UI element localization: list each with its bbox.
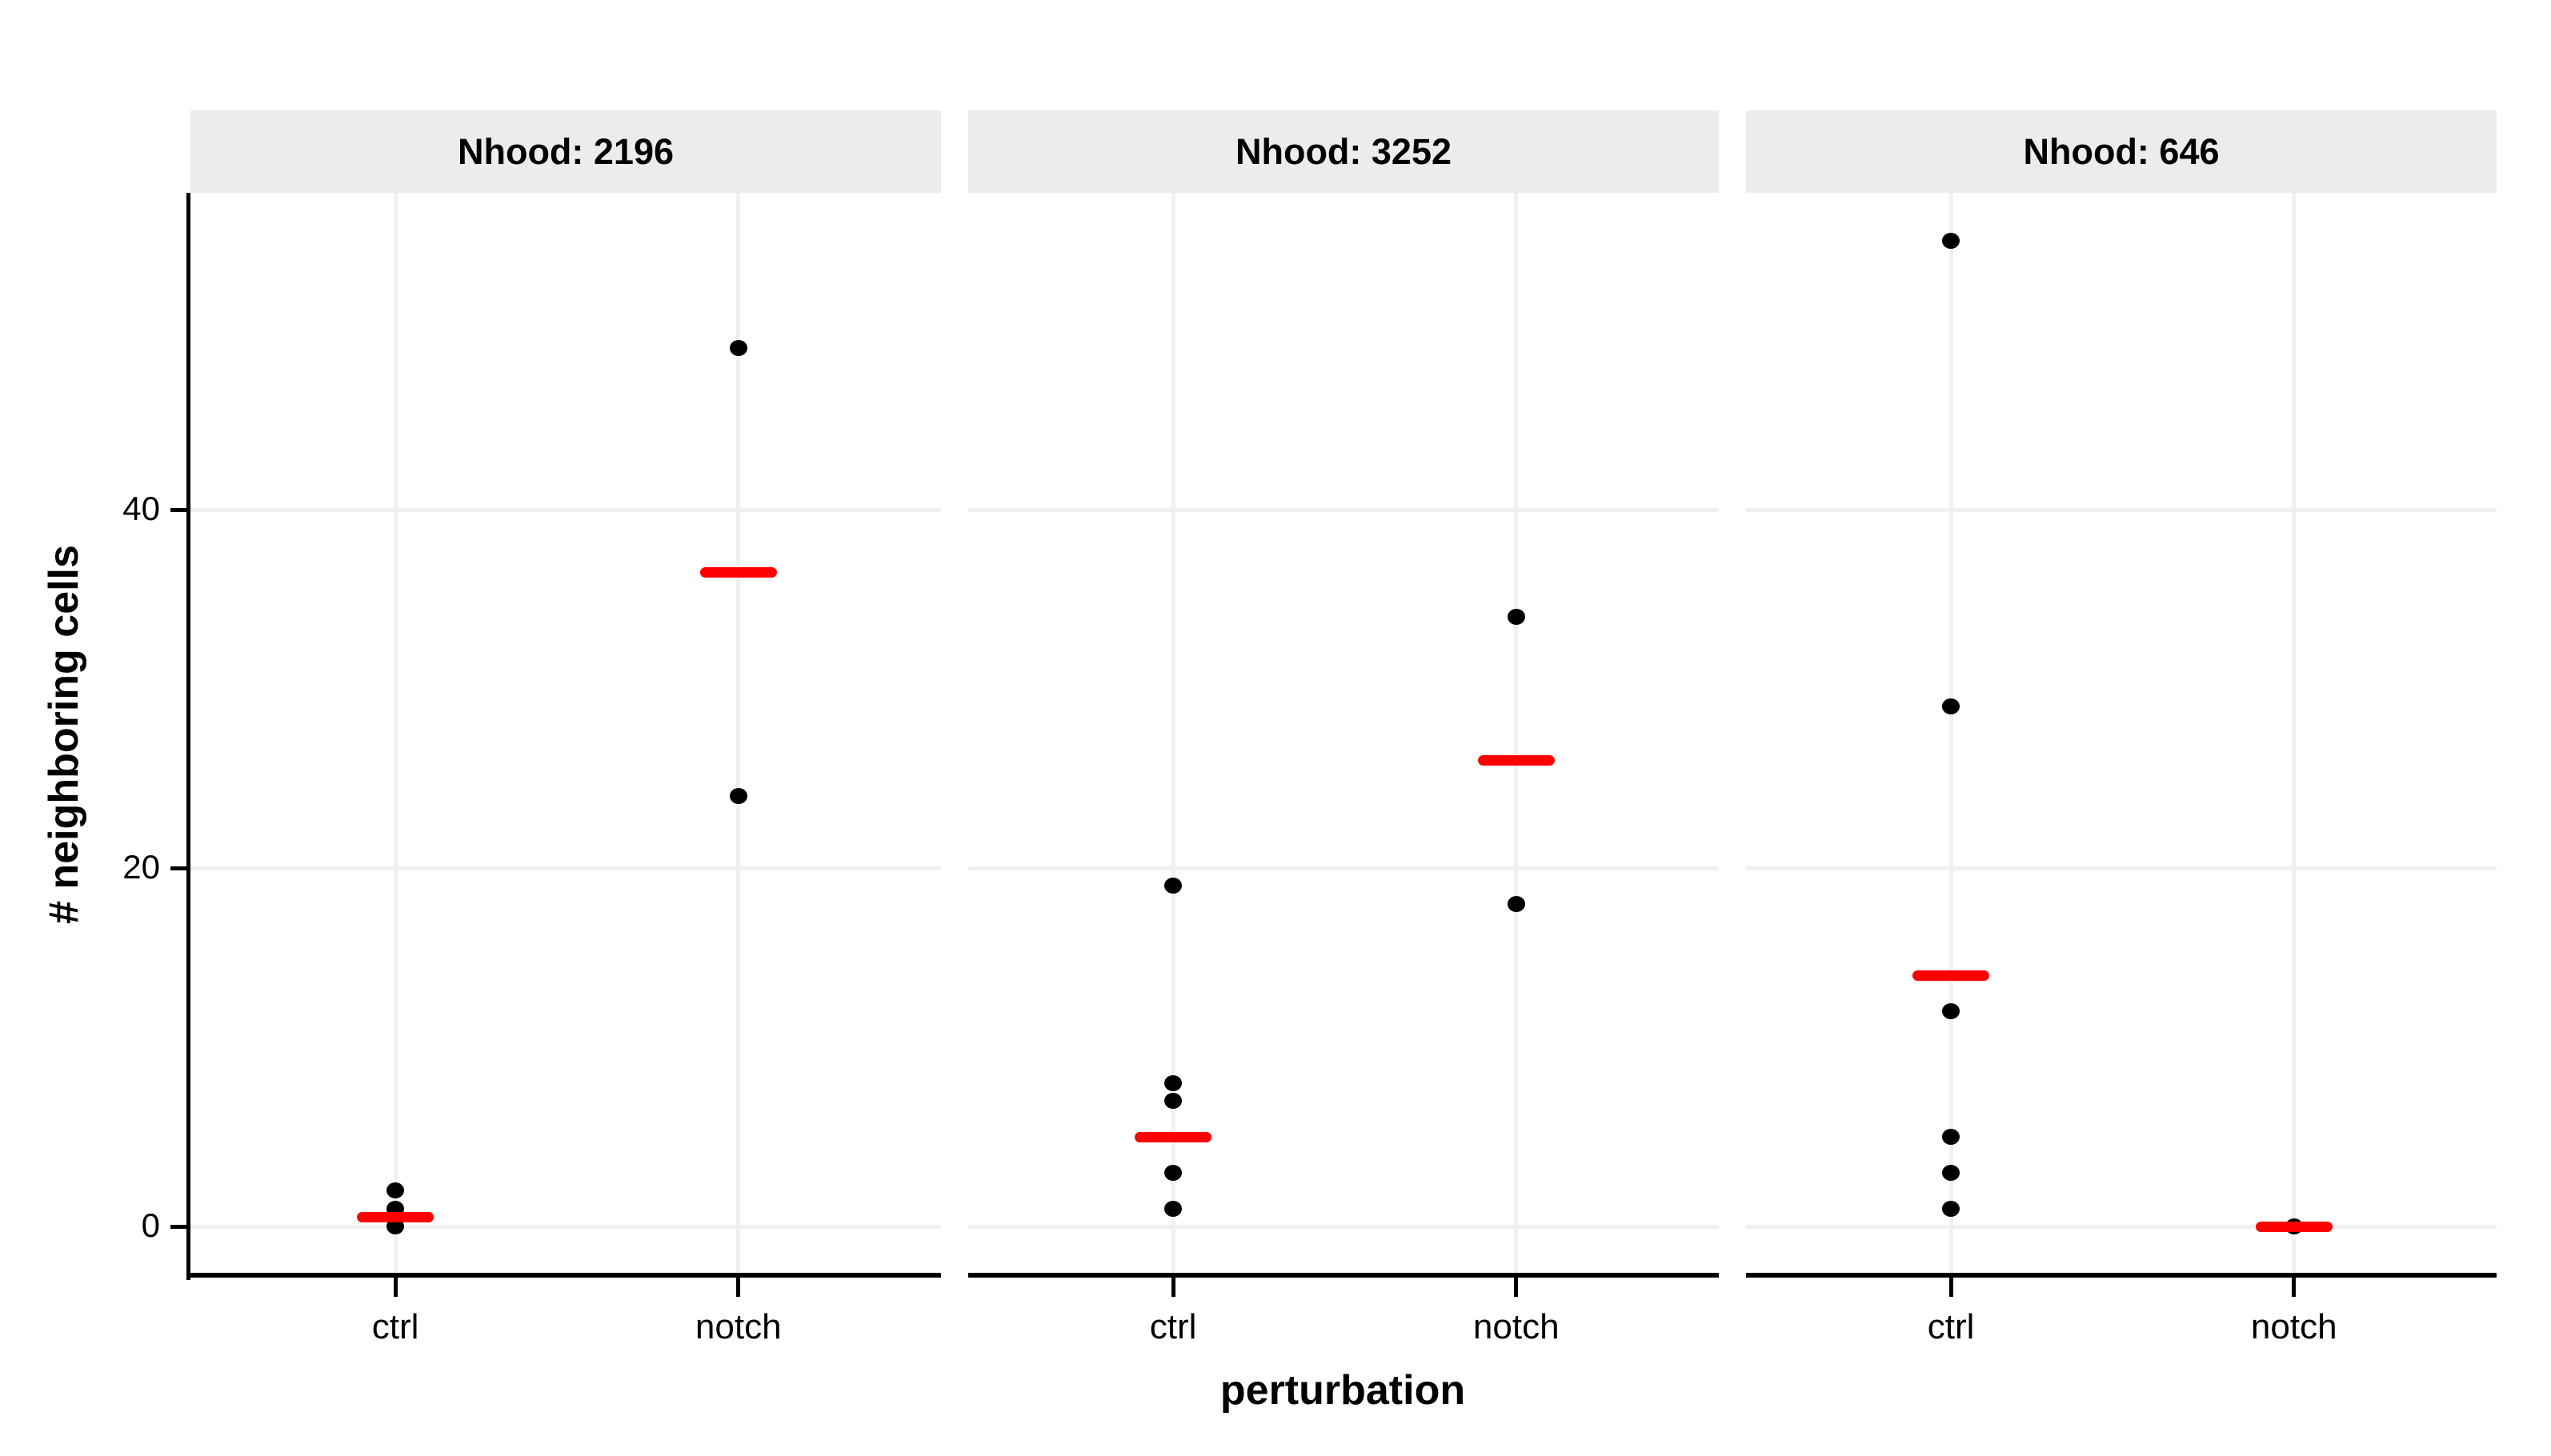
- data-point: [1942, 1164, 1960, 1181]
- x-axis-line: [1746, 1273, 2497, 1278]
- y-tick-label: 20: [122, 848, 160, 886]
- data-point: [1164, 1164, 1183, 1181]
- x-tick-mark: [1514, 1278, 1519, 1297]
- facet-strip: Nhood: 646: [1746, 110, 2497, 193]
- y-tick-mark: [170, 507, 186, 512]
- x-axis-line: [968, 1273, 1719, 1278]
- facet-strip-label: Nhood: 646: [2023, 130, 2220, 172]
- mean-crossbar: [1912, 970, 1990, 981]
- gridline-horizontal: [1746, 507, 2497, 512]
- facet-panel: [190, 193, 941, 1275]
- gridline-horizontal: [1746, 1224, 2497, 1229]
- gridline-horizontal: [1746, 866, 2497, 870]
- x-tick-mark: [1171, 1278, 1175, 1297]
- x-axis-line: [190, 1273, 941, 1278]
- data-point: [1164, 1074, 1183, 1091]
- gridline-horizontal: [190, 866, 941, 870]
- y-tick-mark: [170, 1224, 186, 1229]
- x-tick-label: notch: [1472, 1307, 1560, 1346]
- x-tick-label: ctrl: [371, 1307, 419, 1346]
- y-tick-mark: [170, 866, 186, 870]
- mean-crossbar: [1477, 755, 1555, 766]
- gridline-horizontal: [968, 507, 1719, 512]
- gridline-vertical: [393, 193, 398, 1275]
- data-point: [729, 340, 747, 357]
- gridline-vertical: [1514, 193, 1519, 1275]
- gridline-horizontal: [190, 1224, 941, 1229]
- mean-crossbar: [1135, 1131, 1212, 1142]
- x-tick-label: notch: [2250, 1307, 2337, 1346]
- facet-panel: [968, 193, 1719, 1275]
- x-tick-label: notch: [695, 1307, 782, 1346]
- data-point: [386, 1182, 405, 1199]
- data-point: [1942, 1129, 1960, 1145]
- mean-crossbar: [357, 1212, 435, 1223]
- gridline-vertical: [1948, 193, 1953, 1275]
- facet-strip: Nhood: 3252: [968, 110, 1719, 193]
- data-point: [1164, 1093, 1183, 1110]
- x-tick-label: ctrl: [1927, 1307, 1975, 1346]
- y-tick-label: 0: [141, 1206, 160, 1245]
- x-tick-mark: [1948, 1278, 1953, 1297]
- x-tick-mark: [2292, 1278, 2297, 1297]
- gridline-vertical: [2292, 193, 2297, 1275]
- x-axis-title: perturbation: [1219, 1367, 1466, 1414]
- mean-crossbar: [699, 566, 777, 578]
- gridline-horizontal: [968, 1224, 1719, 1229]
- data-point: [1507, 895, 1525, 912]
- data-point: [1164, 878, 1183, 894]
- facet-strip-label: Nhood: 2196: [457, 130, 675, 172]
- gridline-horizontal: [968, 866, 1719, 870]
- y-tick-label: 40: [122, 490, 160, 528]
- data-point: [1507, 609, 1525, 626]
- data-point: [1942, 1200, 1960, 1217]
- gridline-vertical: [1171, 193, 1175, 1275]
- data-point: [1942, 233, 1960, 249]
- gridline-horizontal: [190, 507, 941, 512]
- mean-crossbar: [2255, 1221, 2333, 1232]
- y-axis-line: [186, 193, 190, 1280]
- data-point: [1942, 698, 1960, 715]
- x-tick-mark: [393, 1278, 398, 1297]
- facet-strip-label: Nhood: 3252: [1235, 130, 1452, 172]
- gridline-vertical: [736, 193, 741, 1275]
- x-tick-mark: [736, 1278, 741, 1297]
- facet-panel: [1746, 193, 2497, 1275]
- data-point: [1942, 1003, 1960, 1020]
- x-tick-label: ctrl: [1149, 1307, 1197, 1346]
- data-point: [1164, 1200, 1183, 1217]
- data-point: [729, 788, 747, 805]
- facet-strip: Nhood: 2196: [190, 110, 941, 193]
